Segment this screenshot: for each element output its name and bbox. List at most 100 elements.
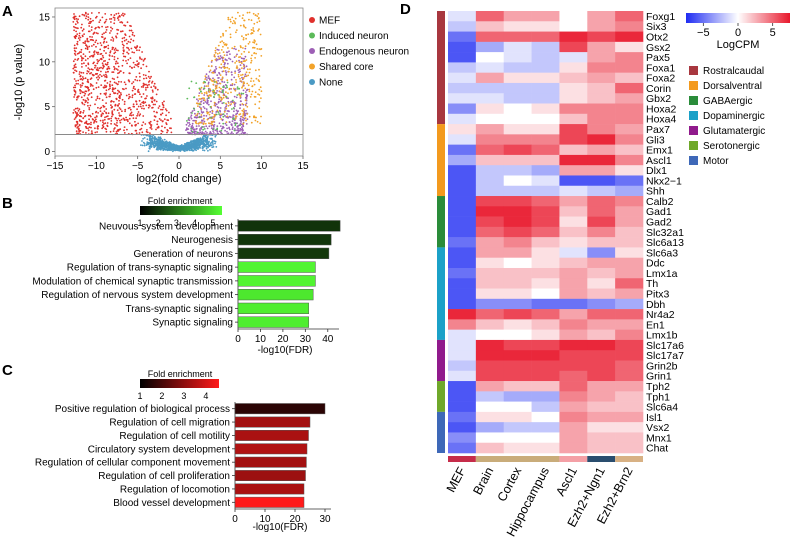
heatmap-cell [559, 247, 588, 258]
heatmap-cell [475, 226, 505, 238]
volcano-point [220, 87, 222, 90]
heatmap-cell [475, 124, 505, 135]
volcano-point [122, 44, 125, 47]
volcano-point [84, 90, 87, 93]
volcano-point [244, 99, 247, 102]
volcano-point [254, 14, 257, 17]
heatmap-cell [587, 319, 616, 330]
volcano-point [116, 57, 119, 60]
volcano-point [156, 147, 158, 150]
heatmap-cell [475, 350, 505, 361]
heatmap-cell [475, 175, 505, 187]
heatmap-cell [475, 11, 505, 22]
volcano-legend-label: Shared core [319, 62, 374, 73]
volcano-point [97, 32, 99, 35]
volcano-point [203, 120, 206, 123]
volcano-point [163, 138, 166, 141]
volcano-point [231, 73, 233, 76]
volcano-point [101, 54, 104, 57]
volcano-point [84, 11, 87, 14]
volcano-point [109, 87, 111, 90]
heatmap-column-group-segment [615, 456, 643, 462]
heatmap-cell [587, 93, 616, 104]
volcano-point [250, 77, 253, 80]
heatmap-legend-label: Serotonergic [703, 141, 760, 152]
volcano-point [84, 55, 87, 58]
heatmap-legend-label: GABAergic [703, 96, 752, 107]
volcano-point [150, 128, 153, 130]
volcano-point [255, 43, 258, 46]
volcano-point [140, 58, 143, 61]
bar-category-label: Regulation of nervous system development [41, 290, 233, 301]
heatmap-row-label: Mnx1 [646, 432, 672, 444]
bars-x-tick-label: 10 [259, 514, 271, 525]
heatmap-cell [531, 124, 560, 135]
volcano-point [241, 131, 244, 133]
volcano-point [127, 52, 130, 55]
volcano-point [146, 141, 149, 144]
volcano-point [237, 130, 240, 133]
volcano-point [242, 92, 245, 95]
heatmap-cell [448, 442, 477, 454]
heatmap-cell [475, 370, 505, 382]
volcano-point [73, 109, 75, 111]
volcano-point [150, 124, 152, 126]
heatmap-cell [587, 381, 616, 392]
volcano-point [250, 57, 253, 60]
volcano-point [221, 80, 224, 83]
volcano-point [259, 122, 262, 125]
volcano-point [166, 131, 168, 134]
volcano-point [81, 62, 83, 65]
volcano-point [83, 94, 86, 97]
volcano-point [117, 89, 119, 92]
heatmap-cell [587, 257, 616, 269]
volcano-point [95, 76, 98, 79]
volcano-point [142, 115, 145, 117]
volcano-point [236, 122, 239, 125]
volcano-point [122, 71, 125, 74]
heatmap-cell [531, 113, 560, 125]
volcano-point [201, 119, 204, 122]
volcano-point [131, 94, 134, 97]
volcano-point [225, 102, 227, 105]
heatmap-cell [615, 422, 644, 433]
heatmap-colorbar-title: LogCPM [717, 39, 760, 51]
volcano-point [128, 80, 131, 83]
volcano-point [101, 16, 104, 19]
volcano-point [164, 126, 166, 129]
heatmap-colorbar-tick-label: 5 [770, 27, 776, 39]
heatmap-cell [475, 411, 505, 423]
volcano-point [222, 32, 224, 35]
volcano-point [193, 141, 196, 144]
volcano-point [207, 103, 210, 106]
volcano-point [120, 21, 123, 23]
volcano-point [153, 82, 156, 85]
volcano-point [148, 121, 151, 124]
volcano-point [94, 116, 96, 119]
volcano-point [90, 77, 93, 80]
bars-x-tick-label: 20 [289, 514, 301, 525]
volcano-point [190, 143, 193, 146]
volcano-point [239, 124, 241, 127]
volcano-point [81, 91, 84, 94]
volcano-point [132, 61, 135, 64]
volcano-point [154, 86, 157, 89]
volcano-point [129, 96, 131, 98]
heatmap-cell [559, 175, 588, 187]
volcano-point [253, 52, 256, 55]
volcano-point [95, 32, 98, 34]
volcano-point [165, 109, 168, 112]
volcano-point [107, 47, 110, 50]
volcano-point [242, 83, 245, 85]
volcano-point [219, 74, 222, 76]
volcano-point [81, 79, 84, 81]
volcano-point [215, 103, 218, 106]
heatmap-cell [475, 41, 505, 53]
heatmap-row-label: Dbh [646, 299, 665, 311]
heatmap-cell [531, 31, 560, 43]
volcano-point [134, 129, 137, 132]
volcano-point [81, 66, 83, 68]
volcano-point [203, 114, 205, 117]
heatmap-row-labels: Foxg1Six3Otx2Gsx2Pax5Foxa1Foxa2CorinGbx2… [646, 11, 684, 455]
heatmap-cell [587, 288, 616, 300]
